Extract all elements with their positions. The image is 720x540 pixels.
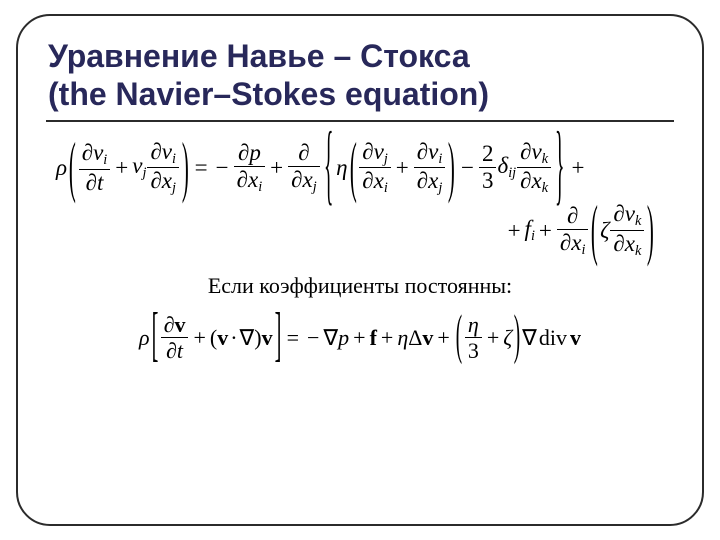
subtitle: Если коэффициенты постоянны:: [46, 273, 674, 299]
equation-2: ρ [ ∂v ∂t + (v·∇)v ] = − ∇p + f + ηΔv + …: [46, 313, 674, 362]
rparen5-icon: ): [514, 307, 520, 369]
title-line-1: Уравнение Навье – Стокса: [48, 38, 470, 74]
rparen2-icon: ): [448, 129, 455, 207]
frac-2-3: 2 3: [479, 142, 497, 193]
frac-eta-3: η 3: [465, 313, 482, 362]
frac-dvi-dxj-2: ∂vi ∂xj: [414, 140, 446, 197]
lparen-icon: (: [69, 129, 76, 207]
slide: Уравнение Навье – Стокса (the Navier–Sto…: [0, 0, 720, 540]
rparen-icon: ): [182, 129, 189, 207]
frac-dv-dt: ∂v ∂t: [161, 313, 189, 362]
slide-title: Уравнение Навье – Стокса (the Navier–Sto…: [48, 38, 672, 114]
rbracket-icon: ]: [274, 304, 281, 372]
plus-3: +: [396, 155, 409, 181]
symbol-rho-2: ρ: [139, 325, 150, 351]
plus-e2-2: +: [353, 325, 365, 351]
symbol-zeta: ζ: [600, 218, 609, 244]
slide-border: Уравнение Навье – Стокса (the Navier–Sto…: [16, 14, 704, 526]
symbol-zeta-2: ζ: [503, 325, 512, 351]
lbrace-icon: {: [324, 117, 333, 219]
symbol-eta-2: η: [397, 325, 408, 351]
plus-l2-2: +: [539, 218, 552, 244]
div-text: div: [539, 325, 567, 351]
nabla-div: ∇: [522, 325, 537, 351]
frac-dvj-dxi: ∂vj ∂xi: [359, 140, 391, 197]
vec-v-final: v: [570, 325, 581, 351]
lparen2-icon: (: [349, 129, 356, 207]
title-line-2: (the Navier–Stokes equation): [48, 76, 489, 112]
frac-dvk-dxk: ∂vk ∂xk: [517, 140, 551, 197]
plus-2: +: [270, 155, 283, 181]
symbol-eta: η: [336, 155, 347, 181]
plus-e2-1: +: [193, 325, 205, 351]
plus-1: +: [115, 155, 128, 181]
frac-dvi-dt: ∂vi ∂t: [79, 141, 111, 195]
minus-e2: −: [307, 325, 319, 351]
plus-e2-5: +: [487, 325, 499, 351]
lparen4-icon: (: [210, 325, 217, 351]
trailing-plus: +: [571, 155, 584, 181]
equals-2: =: [287, 325, 299, 351]
rbrace-icon: }: [555, 117, 564, 219]
frac-dvi-dxj: ∂vi ∂xj: [147, 140, 179, 197]
equation-1-line-2: + fi + ∂ ∂xi ( ζ ∂vk ∂xk ): [56, 202, 674, 259]
equals: =: [195, 155, 208, 181]
force-f: f: [370, 325, 377, 351]
fi: fi: [525, 216, 535, 245]
rparen4-icon: ): [254, 325, 261, 351]
frac-d-dxj: ∂ ∂xj: [288, 141, 320, 195]
plus-l2-1: +: [508, 218, 521, 244]
lbracket-icon: [: [151, 304, 158, 372]
plus-e2-4: +: [437, 325, 449, 351]
minus-2: −: [461, 155, 474, 181]
frac-dvk-dxk-2: ∂vk ∂xk: [610, 202, 644, 259]
title-underline: [46, 120, 674, 122]
equation-1-line-1: ρ ( ∂vi ∂t + vj ∂vi ∂xj ) = − ∂p ∂xi + ∂…: [56, 140, 674, 197]
delta-ij: δij: [497, 153, 516, 182]
nabla-p: ∇: [323, 325, 338, 351]
rparen3-icon: ): [647, 192, 654, 270]
lparen5-icon: (: [456, 307, 462, 369]
frac-dp-dxi: ∂p ∂xi: [234, 141, 266, 195]
minus-1: −: [216, 155, 229, 181]
lparen3-icon: (: [591, 192, 598, 270]
plus-e2-3: +: [381, 325, 393, 351]
symbol-rho: ρ: [56, 155, 67, 181]
vj: vj: [132, 153, 146, 182]
